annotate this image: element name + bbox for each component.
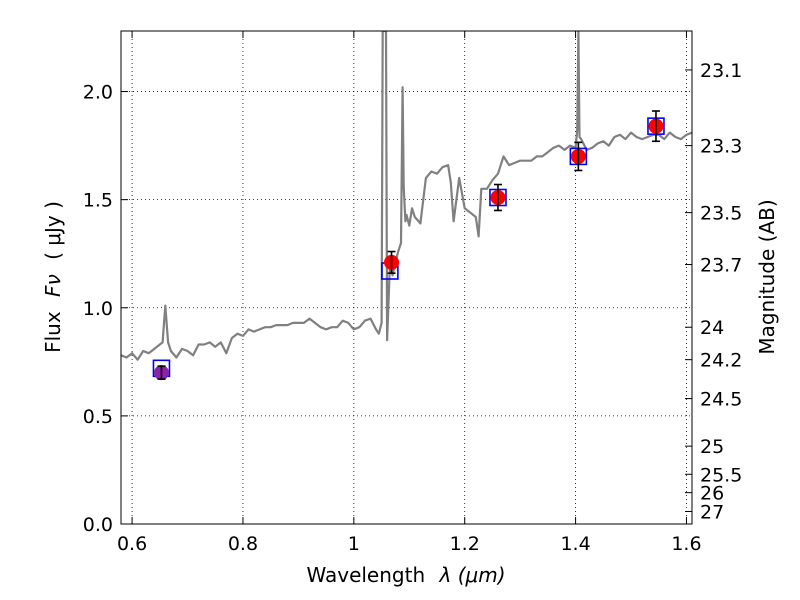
plot-frame	[120, 30, 693, 525]
magnitude-tick-label: 24	[700, 317, 724, 339]
x-axis-label-unit: λ (μm)	[439, 563, 506, 587]
photometry-points	[152, 110, 665, 381]
x-axis-label-prefix: Wavelength	[306, 563, 425, 587]
magnitude-tick-label: 24.2	[700, 350, 742, 372]
magnitude-tick-label: 25	[700, 436, 724, 458]
magnitude-tick-label: 23.7	[700, 255, 742, 277]
y-tick-label: 1.5	[83, 190, 113, 212]
magnitude-tick-label: 25.5	[700, 464, 742, 486]
y-tick-label: 2.0	[83, 82, 113, 104]
magnitude-tick-label: 23.5	[700, 203, 742, 225]
y-tick-label: 1.0	[83, 298, 113, 320]
x-tick-label: 1.2	[450, 533, 480, 555]
x-axis-ticks: 0.6 0.8 1 1.2 1.4 1.6	[117, 31, 702, 555]
magnitude-tick-label: 27	[700, 501, 724, 523]
y-axis-label-symbol: Fν	[41, 274, 65, 297]
x-tick-label: 1.6	[671, 533, 701, 555]
x-tick-label: 1	[348, 533, 360, 555]
y-axis-label-prefix: Flux	[41, 311, 65, 353]
x-tick-label: 0.6	[117, 533, 147, 555]
y-axis-label-unit: ( μJy )	[41, 201, 65, 260]
y-tick-label: 0.5	[83, 406, 113, 428]
y-tick-label: 0.0	[83, 514, 113, 536]
magnitude-tick-label: 24.5	[700, 389, 742, 411]
x-tick-label: 1.4	[560, 533, 590, 555]
y-axis-ticks: 0.0 0.5 1.0 1.5 2.0	[83, 82, 128, 536]
magnitude-tick-label: 23.1	[700, 60, 742, 82]
magnitude-tick-label: 23.3	[700, 136, 742, 158]
x-axis-title: Wavelength λ (μm)	[306, 563, 505, 587]
spectrum-layer	[121, 31, 692, 361]
y-axis-title: Flux Fν ( μJy )	[41, 201, 65, 353]
spectrum-line	[121, 31, 692, 361]
magnitude-tick-label: 26	[700, 483, 724, 505]
plot-area	[121, 31, 692, 524]
x-tick-label: 0.8	[228, 533, 258, 555]
magnitude-axis-title: Magnitude (AB)	[755, 199, 779, 354]
